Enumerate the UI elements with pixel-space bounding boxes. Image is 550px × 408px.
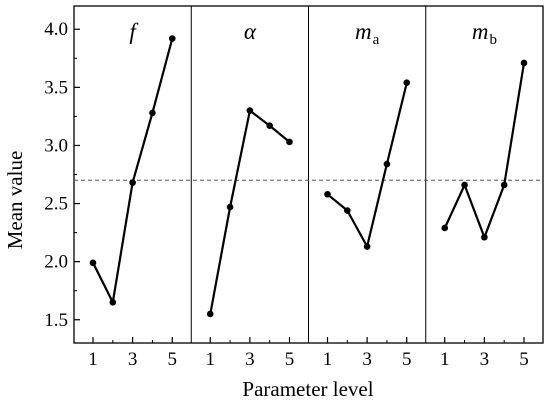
data-point — [324, 190, 331, 198]
data-point — [286, 138, 293, 146]
y-tick-label: 1.5 — [44, 310, 68, 331]
data-point — [363, 243, 371, 250]
data-point — [344, 207, 351, 214]
plot-frame — [73, 5, 544, 344]
data-point — [109, 299, 117, 306]
data-point — [168, 35, 176, 42]
series-layer — [89, 35, 528, 318]
y-axis-title: Mean value — [3, 151, 27, 250]
panel-title: α — [244, 19, 257, 44]
data-point — [481, 233, 488, 241]
x-axis-title: Parameter level — [242, 377, 373, 401]
series-line — [443, 62, 526, 239]
x-tick-label: 5 — [519, 349, 529, 370]
x-tick-label: 5 — [402, 349, 412, 370]
series-line — [326, 82, 408, 248]
y-tick-label: 3.0 — [44, 135, 68, 156]
x-tick-label: 5 — [285, 349, 295, 370]
data-point — [206, 310, 214, 318]
data-point — [129, 179, 136, 186]
data-point — [383, 160, 391, 168]
y-tick-label: 2.5 — [44, 194, 68, 215]
x-tick-label: 1 — [440, 349, 450, 370]
x-tick-label: 3 — [245, 349, 255, 370]
panel-title: ma — [355, 19, 380, 48]
x-tick-label: 1 — [88, 349, 98, 370]
data-point — [266, 122, 273, 129]
y-tick-label: 4.0 — [44, 19, 68, 40]
series-line — [92, 38, 174, 304]
x-tick-label: 3 — [480, 349, 490, 370]
x-tick-label: 3 — [128, 349, 138, 370]
data-point — [461, 181, 468, 189]
data-point — [149, 109, 156, 117]
y-tick-label: 2.0 — [44, 252, 68, 273]
series-line — [209, 109, 291, 315]
y-tick-label: 3.5 — [44, 77, 68, 98]
panel-title: f — [129, 19, 139, 44]
data-point — [500, 181, 508, 189]
data-point — [403, 79, 411, 86]
data-point — [226, 203, 234, 211]
x-tick-label: 1 — [323, 349, 333, 370]
panel-title: mb — [472, 19, 497, 48]
x-tick-label: 3 — [362, 349, 372, 370]
data-point — [89, 259, 97, 267]
data-point — [441, 224, 449, 232]
x-tick-label: 1 — [206, 349, 216, 370]
axis-layer: 1.5 2.0 2.5 3.0 3.5 4.0 1 3 5 f 1 3 5 α 1 3 5 ma 1 3 5 mb — [44, 19, 529, 370]
x-tick-label: 5 — [168, 349, 178, 370]
data-point — [520, 59, 528, 67]
data-point — [246, 107, 254, 114]
